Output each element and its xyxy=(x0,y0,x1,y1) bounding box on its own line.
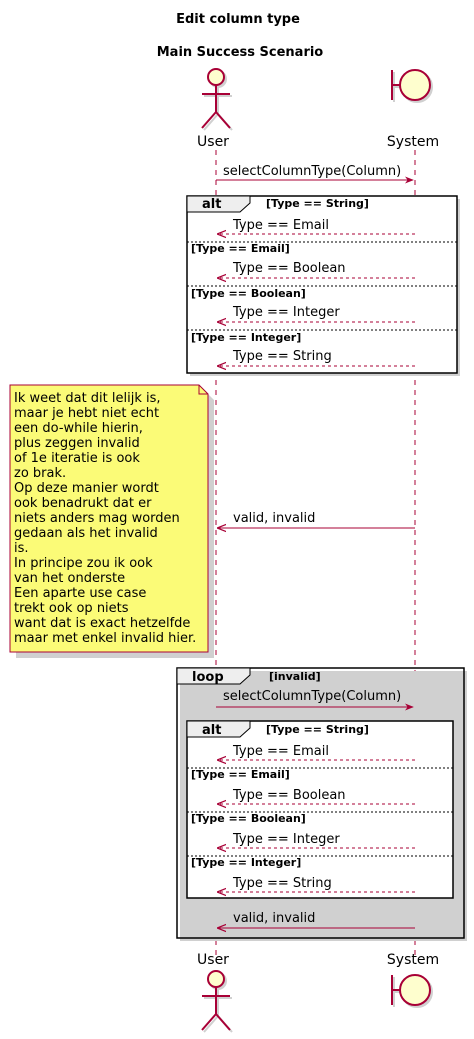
note-line-1: Ik weet dat dit lelijk is, xyxy=(14,391,161,406)
system-boundary-bottom xyxy=(391,974,433,1008)
user-actor-bottom xyxy=(201,970,233,1033)
note-line-14: Een aparte use case xyxy=(14,586,146,601)
alt-1-guard-2: [Type == Email] xyxy=(191,242,290,255)
alt-2-reply-1: Type == Email xyxy=(232,744,329,759)
alt-2-guard-2: [Type == Email] xyxy=(191,768,290,781)
alt-frame-1: alt [Type == String] Type == Email [Type… xyxy=(186,195,460,376)
system-label-top: System xyxy=(387,134,439,150)
system-label-bottom: System xyxy=(387,952,439,968)
alt-2-reply-4: Type == String xyxy=(232,876,332,891)
note-line-7: Op deze manier wordt xyxy=(14,481,159,496)
alt-1-reply-2: Type == Boolean xyxy=(232,261,346,276)
note-line-5: of 1e iteratie is ook xyxy=(14,451,140,466)
note: Ik weet dat dit lelijk is, maar je hebt … xyxy=(9,384,214,658)
loop-keyword: loop xyxy=(192,670,224,685)
note-line-6: zo brak. xyxy=(14,466,66,481)
note-line-8: ook benadrukt dat er xyxy=(14,496,152,511)
scenario-subtitle: Main Success Scenario xyxy=(157,45,324,60)
system-boundary-top xyxy=(391,69,433,103)
note-line-16: want dat is exact hetzelfde xyxy=(14,616,190,631)
user-actor-label-bottom: User xyxy=(197,952,229,968)
alt-1-keyword: alt xyxy=(202,197,221,212)
note-line-3: een do-while hierin, xyxy=(14,421,143,436)
note-line-15: trekt ook op niets xyxy=(14,601,129,616)
alt-2-keyword: alt xyxy=(202,723,221,738)
alt-1-guard-1: [Type == String] xyxy=(266,197,369,210)
user-actor-top xyxy=(201,68,233,131)
note-line-10: gedaan als het invalid xyxy=(14,526,158,541)
note-line-2: maar je hebt niet echt xyxy=(14,406,159,421)
alt-1-reply-3: Type == Integer xyxy=(232,305,340,320)
diagram-title: Edit column type xyxy=(176,12,300,27)
note-line-4: plus zeggen invalid xyxy=(14,436,140,451)
valid-invalid-reply-label-1: valid, invalid xyxy=(233,511,315,526)
note-line-17: maar met enkel invalid hier. xyxy=(14,631,196,646)
alt-2-guard-3: [Type == Boolean] xyxy=(191,812,306,825)
note-line-12: In principe zou ik ook xyxy=(14,556,153,571)
valid-invalid-reply-label-2: valid, invalid xyxy=(233,911,315,926)
alt-2-guard-4: [Type == Integer] xyxy=(191,856,301,869)
loop-call-label: selectColumnType(Column) xyxy=(223,689,401,704)
alt-1-guard-3: [Type == Boolean] xyxy=(191,287,306,300)
note-line-11: is. xyxy=(14,541,29,556)
alt-1-guard-4: [Type == Integer] xyxy=(191,331,301,344)
alt-2-guard-1: [Type == String] xyxy=(266,723,369,736)
note-line-9: niets anders mag worden xyxy=(14,511,180,526)
note-line-13: van het onderste xyxy=(14,571,125,586)
alt-1-reply-1: Type == Email xyxy=(232,218,329,233)
user-actor-label-top: User xyxy=(197,134,229,150)
loop-frame: loop [invalid] selectColumnType(Column) … xyxy=(176,667,467,941)
alt-1-reply-4: Type == String xyxy=(232,349,332,364)
select-column-type-call-label: selectColumnType(Column) xyxy=(223,164,401,179)
alt-2-reply-2: Type == Boolean xyxy=(232,788,346,803)
alt-frame-2 xyxy=(186,720,454,899)
alt-2-reply-3: Type == Integer xyxy=(232,832,340,847)
loop-guard: [invalid] xyxy=(269,670,321,683)
